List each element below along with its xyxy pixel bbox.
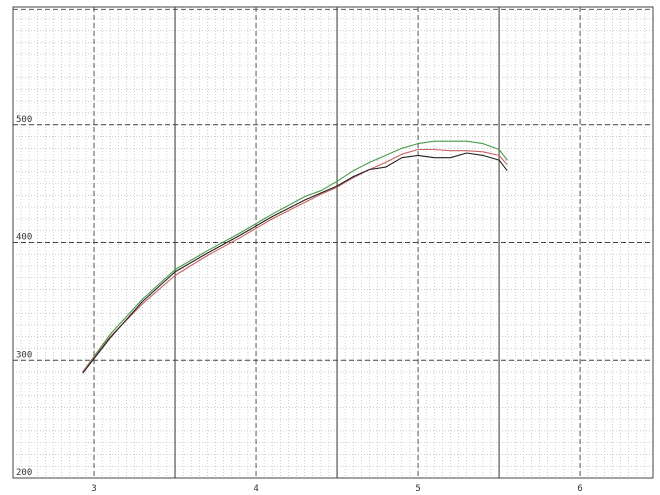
y-tick-label: 200 — [16, 468, 32, 478]
x-tick-label: 6 — [577, 484, 582, 494]
series-line-1 — [82, 140, 508, 373]
y-tick-label: 500 — [16, 115, 32, 125]
y-tick-label: 400 — [16, 233, 32, 243]
x-tick-label: 5 — [415, 484, 420, 494]
y-tick-label: 300 — [16, 350, 32, 360]
series-layer — [82, 140, 508, 374]
x-tick-labels: 3 4 5 6 — [91, 484, 582, 494]
x-tick-label: 4 — [253, 484, 258, 494]
minor-grid — [12, 7, 654, 478]
y-tick-labels: 200 300 400 500 — [16, 115, 32, 478]
series-line-2 — [82, 148, 508, 373]
x-tick-label: 3 — [91, 484, 96, 494]
series-line-3 — [82, 152, 508, 374]
plot-frame — [12, 6, 654, 479]
